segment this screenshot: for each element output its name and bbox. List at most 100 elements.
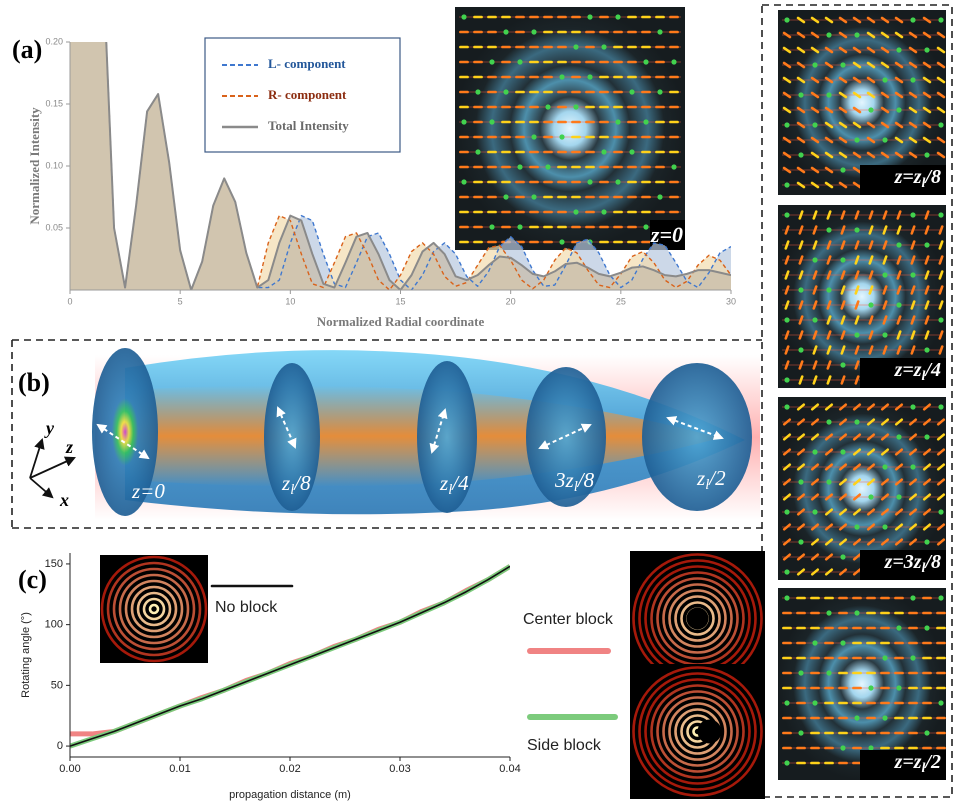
dot	[938, 404, 943, 409]
dot	[798, 287, 803, 292]
dot	[812, 509, 817, 514]
legend-label: L- component	[268, 56, 346, 71]
dot	[896, 302, 901, 307]
dot	[643, 59, 648, 64]
dot	[798, 92, 803, 97]
dot	[924, 539, 929, 544]
caption-part: /8	[293, 471, 311, 495]
dot	[882, 137, 887, 142]
dot	[531, 29, 536, 34]
caption: z=zl/2	[894, 751, 941, 777]
dot	[545, 104, 550, 109]
dot	[559, 239, 564, 244]
image-glow	[455, 7, 685, 250]
dot	[840, 362, 845, 367]
dot	[503, 194, 508, 199]
dot	[854, 419, 859, 424]
dot	[587, 179, 592, 184]
dot	[910, 464, 915, 469]
dot	[840, 257, 845, 262]
caption: z=zl/8	[894, 166, 941, 192]
dot	[517, 224, 522, 229]
dot	[826, 227, 831, 232]
dot	[812, 640, 817, 645]
caption: z=0	[131, 479, 165, 503]
y-tick-label: 150	[45, 558, 63, 570]
y-axis-label: Normalized Intensity	[27, 107, 42, 225]
dot	[938, 509, 943, 514]
dot	[784, 182, 789, 187]
dot	[938, 17, 943, 22]
polarization-image: z=0	[455, 7, 685, 250]
dot	[812, 317, 817, 322]
x-tick-label: 15	[395, 296, 405, 306]
polarization-image: z=zl/8	[778, 10, 946, 195]
dot	[812, 449, 817, 454]
dot	[896, 47, 901, 52]
caption-part: z=3z	[884, 551, 922, 573]
dot	[559, 134, 564, 139]
dot	[924, 730, 929, 735]
legend-label: No block	[215, 599, 278, 616]
dot	[826, 92, 831, 97]
dot	[489, 59, 494, 64]
dot	[475, 89, 480, 94]
dot	[854, 227, 859, 232]
dot	[910, 212, 915, 217]
dot	[798, 152, 803, 157]
y-tick-label: 0.15	[45, 98, 63, 108]
caption-part: /2	[708, 466, 726, 490]
axis-name: x	[59, 490, 69, 510]
legend-label: Center block	[523, 611, 614, 628]
axis-name: z	[65, 437, 73, 457]
panel-label: (c)	[18, 565, 47, 594]
dot	[798, 479, 803, 484]
dot	[840, 62, 845, 67]
dot	[868, 302, 873, 307]
dot	[882, 524, 887, 529]
dot	[854, 332, 859, 337]
dot	[826, 32, 831, 37]
caption-part: 3z	[554, 468, 574, 492]
dot	[784, 404, 789, 409]
dot	[924, 47, 929, 52]
dot	[601, 44, 606, 49]
dot	[812, 257, 817, 262]
legend-label: R- component	[268, 87, 347, 102]
dot	[882, 272, 887, 277]
caption-part: /4	[923, 359, 941, 381]
figure: (a) (b) (c) z=0z=zl/8z=zl/4z=3zl/8z=zl/2…	[0, 0, 957, 803]
dot	[573, 104, 578, 109]
dot	[924, 242, 929, 247]
dot	[910, 595, 915, 600]
dot	[924, 347, 929, 352]
dot	[587, 14, 592, 19]
dot	[896, 625, 901, 630]
dot	[784, 122, 789, 127]
dot	[938, 212, 943, 217]
x-axis-label: propagation distance (m)	[229, 789, 351, 801]
dot	[489, 119, 494, 124]
x-tick-label: 0	[67, 296, 72, 306]
dot	[910, 17, 915, 22]
panel-label: (b)	[18, 368, 50, 397]
x-tick-label: 0.03	[389, 763, 410, 775]
caption-part: /2	[923, 751, 941, 773]
dot	[784, 595, 789, 600]
dot	[629, 149, 634, 154]
dot	[840, 640, 845, 645]
dot	[924, 625, 929, 630]
dot	[882, 77, 887, 82]
dot	[517, 59, 522, 64]
dot	[938, 122, 943, 127]
dot	[798, 730, 803, 735]
caption-part: z	[439, 471, 448, 495]
dot	[615, 179, 620, 184]
dot	[573, 44, 578, 49]
dot	[854, 524, 859, 529]
dot	[461, 14, 466, 19]
dot	[938, 595, 943, 600]
dot	[826, 287, 831, 292]
dot	[657, 29, 662, 34]
dot	[601, 149, 606, 154]
